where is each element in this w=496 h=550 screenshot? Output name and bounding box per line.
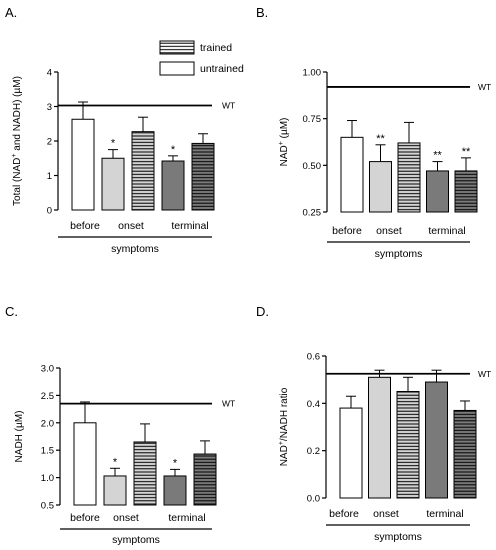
y-tick-label: 0	[47, 206, 52, 217]
y-tick-label: 0.6	[307, 352, 320, 363]
y-tick-label: 1.00	[303, 68, 322, 79]
panel-d-label: D.	[256, 304, 269, 319]
y-axis-label-part: +	[278, 441, 285, 445]
significance-marker: **	[433, 150, 442, 162]
legend-untrained-swatch	[159, 61, 195, 76]
wt-label: WT	[478, 82, 491, 92]
panel-d-plot: 0.0 0.2 0.4 0.6 WT before onset terminal symptom…	[278, 352, 491, 544]
y-tick-label: 0.5	[41, 501, 54, 512]
panel-d: D. 0.0 0.2 0.4 0.6 WT before onset terminal symp…	[256, 304, 491, 543]
wt-label: WT	[478, 369, 491, 379]
y-tick-label: 1.0	[41, 473, 54, 484]
panel-a-label: A.	[5, 5, 17, 20]
x-category-label: onset	[373, 508, 399, 520]
y-axis-label-part: NADH (µM)	[14, 411, 25, 463]
bar	[193, 453, 217, 506]
legend-untrained-label: untrained	[200, 63, 244, 75]
bar	[163, 475, 187, 506]
bar	[368, 376, 391, 499]
y-tick-label: 2.0	[41, 418, 54, 429]
bar	[161, 160, 185, 211]
bar	[131, 131, 155, 211]
x-group-label: symptoms	[374, 531, 422, 543]
y-axis-label: NAD+/NADH ratio	[278, 387, 290, 466]
significance-marker: *	[113, 456, 118, 468]
bar	[191, 142, 215, 211]
bar	[454, 170, 478, 213]
y-axis-label-part: +	[278, 141, 285, 145]
x-category-label: onset	[113, 512, 139, 524]
significance-marker: **	[376, 133, 385, 145]
x-group-label: symptoms	[112, 534, 160, 546]
panel-b: B. 0.25 0.50 0.75 1.00 ** ** ** WT before onset te…	[256, 5, 491, 260]
bar	[71, 118, 95, 211]
bar	[103, 475, 127, 506]
panel-c: C. 0.5 1.0 1.5 2.0 2.5 3.0 * * WT before onset term…	[5, 304, 235, 546]
y-axis-label-part: +	[11, 153, 18, 157]
wt-label: WT	[222, 399, 235, 409]
bar	[339, 407, 363, 499]
y-tick-label: 4	[47, 68, 52, 79]
bar	[73, 422, 97, 506]
y-axis-label-part: (µM)	[279, 118, 290, 142]
y-tick-label: 2.5	[41, 391, 54, 402]
x-group-label: symptoms	[111, 243, 159, 255]
bar	[396, 391, 420, 499]
y-tick-label: 3.0	[41, 364, 54, 375]
significance-marker: *	[111, 138, 116, 150]
x-group-label: symptoms	[375, 248, 423, 260]
y-axis-label-part: NAD	[279, 445, 290, 466]
x-category-label: terminal	[171, 220, 208, 232]
y-tick-label: 0.4	[307, 399, 320, 410]
y-axis-label: NAD+ (µM)	[278, 118, 290, 167]
x-category-label: before	[70, 220, 100, 232]
panel-c-plot: 0.5 1.0 1.5 2.0 2.5 3.0 * * WT before onset termina…	[14, 364, 235, 547]
panel-c-label: C.	[5, 304, 18, 319]
x-category-label: terminal	[428, 225, 465, 237]
bar	[133, 441, 157, 506]
y-tick-label: 3	[47, 102, 52, 113]
y-tick-label: 2	[47, 137, 52, 148]
legend-trained-swatch	[159, 40, 195, 55]
bar	[340, 136, 364, 213]
bar	[426, 170, 449, 213]
y-axis-label-part: /NADH ratio	[279, 387, 290, 441]
bar	[425, 381, 448, 499]
significance-marker: *	[173, 457, 178, 469]
x-category-label: terminal	[168, 512, 205, 524]
y-tick-label: 0.75	[303, 114, 322, 125]
x-category-label: onset	[376, 225, 402, 237]
y-axis-label-part: Total (NAD	[12, 158, 23, 206]
y-tick-label: 0.25	[303, 208, 322, 219]
bar	[369, 161, 392, 213]
x-category-label: before	[70, 512, 100, 524]
legend-trained-label: trained	[200, 42, 232, 54]
x-category-label: before	[329, 508, 359, 520]
panel-b-label: B.	[256, 5, 268, 20]
x-category-label: before	[332, 225, 362, 237]
y-axis-label-part: NAD	[279, 145, 290, 166]
y-tick-label: 0.2	[307, 446, 320, 457]
y-tick-label: 1.5	[41, 446, 54, 457]
x-category-label: onset	[118, 220, 144, 232]
panel-a-legend: trained untrained	[159, 40, 244, 76]
panel-b-plot: 0.25 0.50 0.75 1.00 ** ** ** WT before onset termi…	[278, 68, 491, 261]
bar	[453, 409, 477, 499]
bar	[101, 157, 125, 211]
y-tick-label: 1	[47, 171, 52, 182]
y-axis-label: Total (NAD+ and NADH) (µM)	[11, 76, 23, 206]
y-tick-label: 0.50	[303, 161, 322, 172]
x-category-label: terminal	[426, 508, 463, 520]
y-axis-label: NADH (µM)	[14, 411, 25, 463]
bar	[397, 142, 421, 213]
significance-marker: *	[171, 144, 176, 156]
significance-marker: **	[462, 146, 471, 158]
y-tick-label: 0.0	[307, 494, 320, 505]
wt-label: WT	[222, 100, 235, 110]
y-axis-label-part: and NADH) (µM)	[12, 76, 23, 153]
panel-a: A. trained untrained 0 1 2 3 4 * * WT before onse…	[5, 5, 244, 255]
panel-a-plot: 0 1 2 3 4 * * WT before onset terminal symptoms Tota…	[11, 68, 235, 256]
